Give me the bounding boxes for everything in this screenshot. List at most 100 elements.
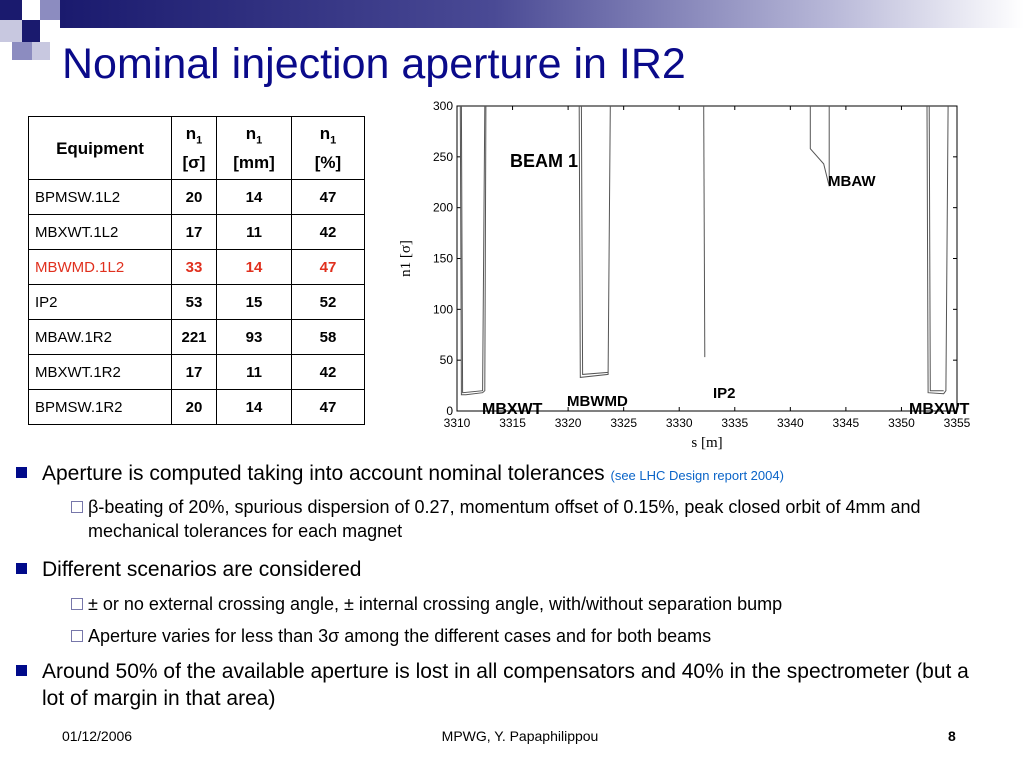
chart-annotation: MBAW [828, 173, 876, 190]
sub-bullet-box-icon [71, 501, 83, 513]
n1-mm-cell: 14 [216, 249, 292, 285]
y-tick-label: 50 [440, 353, 454, 367]
n1-pct-cell: 47 [291, 389, 365, 425]
page-number: 8 [948, 728, 956, 744]
series-line [578, 105, 611, 378]
aperture-table: Equipment n1 [σ] n1 [mm] n1 [%] BPMSW.1L2 20… [28, 116, 365, 425]
x-tick-label: 3325 [610, 416, 637, 430]
footer-date: 01/12/2006 [62, 728, 133, 744]
y-tick-label: 150 [433, 252, 453, 266]
chart-annotation: MBXWT [482, 401, 543, 418]
equipment-cell: MBXWT.1R2 [28, 354, 172, 390]
x-axis-label: s [m] [691, 435, 722, 451]
header-n1-pct: n1 [%] [291, 116, 365, 180]
table-row: MBXWT.1L2 17 11 42 [28, 214, 365, 250]
footer-author: MPWG, Y. Papaphilippou [441, 728, 599, 744]
n1-mm-cell: 15 [216, 284, 292, 320]
sub-bullet-box-icon [71, 598, 83, 610]
slide-title: Nominal injection aperture in IR2 [62, 40, 686, 88]
table-row: BPMSW.1L2 20 14 47 [28, 179, 365, 215]
n1-sigma-cell: 17 [171, 354, 217, 390]
n1-pct-cell: 58 [291, 319, 365, 355]
series-line [460, 105, 486, 394]
bullet-square-icon [16, 665, 27, 676]
y-tick-label: 100 [433, 302, 453, 316]
equipment-cell: MBAW.1R2 [28, 319, 172, 355]
sub-bullet-2-2: Aperture varies for less than 3σ among t… [71, 624, 978, 648]
series-line [580, 105, 609, 375]
design-report-reference: (see LHC Design report 2004) [610, 468, 784, 483]
chart-annotation: IP2 [713, 385, 736, 402]
table-row: MBAW.1R2 221 93 58 [28, 319, 365, 355]
x-tick-label: 3320 [555, 416, 582, 430]
bullet-square-icon [16, 563, 27, 574]
n1-sigma-cell: 20 [171, 179, 217, 215]
sub-bullet-box-icon [71, 630, 83, 642]
x-tick-label: 3355 [944, 416, 971, 430]
header-n1-mm: n1 [mm] [216, 116, 292, 180]
n1-sigma-cell: 17 [171, 214, 217, 250]
x-tick-label: 3315 [499, 416, 526, 430]
sub-bullet-text: ± or no external crossing angle, ± inter… [88, 594, 783, 614]
x-tick-label: 3340 [777, 416, 804, 430]
sub-bullet-text: β-beating of 20%, spurious dispersion of… [88, 497, 921, 541]
bullet-3: Around 50% of the available aperture is … [16, 658, 982, 712]
n1-mm-cell: 11 [216, 214, 292, 250]
y-tick-label: 250 [433, 150, 453, 164]
bullet-2-text: Different scenarios are considered [42, 558, 362, 581]
equipment-cell: MBXWT.1L2 [28, 214, 172, 250]
y-tick-label: 200 [433, 201, 453, 215]
chart-annotation: MBXWT [909, 401, 970, 418]
x-tick-label: 3330 [666, 416, 693, 430]
series-line [459, 105, 487, 396]
table-row-highlighted: MBWMD.1L2 33 14 47 [28, 249, 365, 285]
n1-mm-cell: 11 [216, 354, 292, 390]
table-row: MBXWT.1R2 17 11 42 [28, 354, 365, 390]
y-tick-label: 0 [446, 404, 453, 418]
x-tick-label: 3345 [833, 416, 860, 430]
y-tick-label: 300 [433, 99, 453, 113]
n1-sigma-cell: 20 [171, 389, 217, 425]
sub-bullet-2-1: ± or no external crossing angle, ± inter… [71, 592, 978, 616]
bullet-2: Different scenarios are considered [16, 556, 982, 583]
n1-mm-cell: 93 [216, 319, 292, 355]
sub-bullet-text: Aperture varies for less than 3σ among t… [88, 626, 712, 646]
equipment-cell: IP2 [28, 284, 172, 320]
series-line [928, 105, 944, 392]
n1-sigma-cell: 33 [171, 249, 217, 285]
n1-mm-cell: 14 [216, 179, 292, 215]
equipment-cell: BPMSW.1R2 [28, 389, 172, 425]
header-gradient-bar [60, 0, 1024, 28]
table-row: IP2 53 15 52 [28, 284, 365, 320]
bullet-1-text: Aperture is computed taking into account… [42, 462, 611, 485]
x-tick-label: 3310 [444, 416, 471, 430]
sub-bullet-1-1: β-beating of 20%, spurious dispersion of… [71, 495, 978, 543]
n1-mm-cell: 14 [216, 389, 292, 425]
aperture-chart: 0 50 100 150 200 250 300 3310 3315 3320 3325 3330 33… [390, 95, 1000, 455]
chart-annotation: BEAM 1 [510, 151, 578, 171]
n1-pct-cell: 42 [291, 214, 365, 250]
x-tick-label: 3335 [721, 416, 748, 430]
aperture-chart-svg: 0 50 100 150 200 250 300 3310 3315 3320 3325 3330 33… [398, 99, 971, 451]
header-n1-sigma: n1 [σ] [171, 116, 217, 180]
n1-pct-cell: 52 [291, 284, 365, 320]
equipment-cell: MBWMD.1L2 [28, 249, 172, 285]
equipment-cell: BPMSW.1L2 [28, 179, 172, 215]
n1-pct-cell: 47 [291, 249, 365, 285]
series-line [926, 105, 949, 395]
bullet-3-text: Around 50% of the available aperture is … [42, 660, 969, 710]
table-row: BPMSW.1R2 20 14 47 [28, 389, 365, 425]
bullet-1: Aperture is computed taking into account… [16, 460, 982, 489]
bullet-square-icon [16, 467, 27, 478]
series-line [703, 105, 706, 358]
x-tick-label: 3350 [888, 416, 915, 430]
header-equipment: Equipment [28, 116, 172, 180]
n1-pct-cell: 47 [291, 179, 365, 215]
table-header-row: Equipment n1 [σ] n1 [mm] n1 [%] [28, 116, 365, 180]
n1-pct-cell: 42 [291, 354, 365, 390]
n1-sigma-cell: 221 [171, 319, 217, 355]
series-line [809, 106, 830, 187]
chart-annotation: MBWMD [567, 393, 628, 410]
y-axis-label: n1 [σ] [398, 240, 414, 277]
n1-sigma-cell: 53 [171, 284, 217, 320]
